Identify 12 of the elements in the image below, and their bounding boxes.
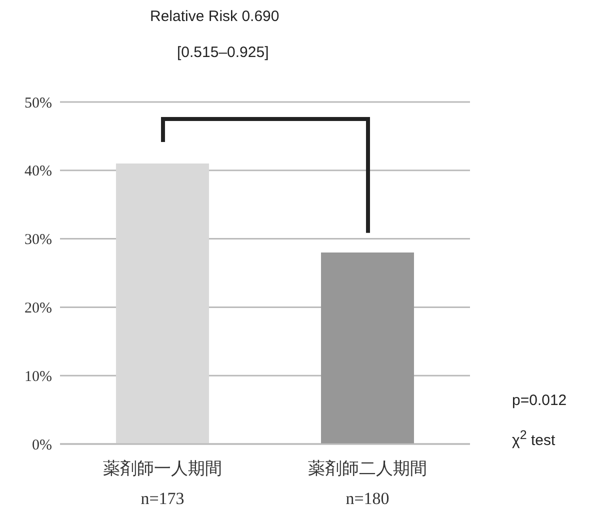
x-tick-label: 薬剤師一人期間 n=173 — [103, 459, 222, 508]
y-tick-label: 40% — [24, 164, 52, 180]
text: [0.515–0.925] — [177, 44, 269, 61]
y-tick-label: 30% — [24, 232, 52, 248]
y-tick-label: 10% — [24, 368, 52, 385]
y-tick-label: 50% — [24, 95, 52, 112]
text: χ$^{2}$ test — [512, 428, 556, 449]
y-tick-label: 0% — [32, 437, 52, 454]
text: p=0.012 — [512, 392, 567, 409]
x-tick-label: 薬剤師二人期間 n=180 — [308, 459, 427, 508]
text: Relative Risk 0.690 — [150, 8, 280, 25]
y-tick-label: 20% — [24, 300, 52, 317]
